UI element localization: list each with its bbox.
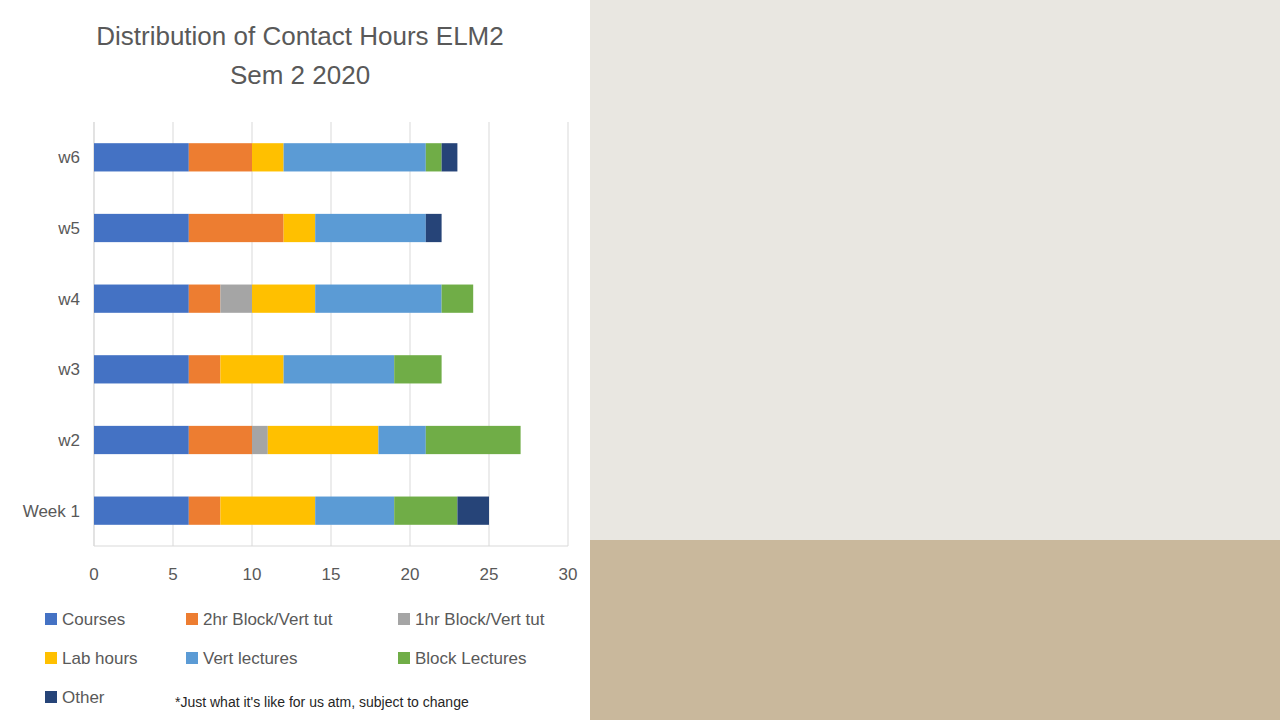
x-tick-label: 30 <box>559 565 578 584</box>
y-tick-label: w6 <box>57 148 80 167</box>
legend-label: Lab hours <box>62 649 138 668</box>
bar-segment <box>457 497 489 525</box>
bar-segment <box>441 355 442 383</box>
bars <box>94 143 521 525</box>
bar-segment <box>252 143 284 171</box>
bar-segment <box>189 355 221 383</box>
bar-segment <box>252 285 315 313</box>
video-background <box>590 0 1280 720</box>
bar-segment <box>315 214 426 242</box>
grid-line <box>331 122 332 546</box>
chart-title: Distribution of Contact Hours ELM2 <box>96 21 504 51</box>
legend-swatch <box>45 613 57 625</box>
bar-segment <box>220 355 283 383</box>
grid-line <box>173 122 174 546</box>
canvas: Distribution of Contact Hours ELM2 Sem 2 … <box>0 0 1280 720</box>
legend-swatch <box>186 652 198 664</box>
legend: Courses 2hr Block/Vert tut 1hr Block/Vert … <box>45 610 545 707</box>
bar-segment <box>220 497 315 525</box>
legend-swatch <box>45 691 57 703</box>
bar-segment <box>284 214 316 242</box>
bar-segment <box>284 143 426 171</box>
legend-swatch <box>186 613 198 625</box>
x-tick-label: 25 <box>480 565 499 584</box>
y-axis-line <box>94 122 95 546</box>
bar-segment <box>378 426 425 454</box>
bar-segment <box>189 285 221 313</box>
bar-segment <box>473 285 474 313</box>
chart-subtitle: Sem 2 2020 <box>230 60 370 90</box>
bar-segment <box>442 285 474 313</box>
annotation: *Just what it's like for us atm, subject… <box>175 694 469 710</box>
x-axis-line <box>94 546 568 547</box>
y-tick-label: w3 <box>57 360 80 379</box>
legend-label: Other <box>62 688 105 707</box>
grid-line <box>94 122 95 546</box>
bar-segment <box>189 143 252 171</box>
bar-segment <box>442 143 458 171</box>
grid <box>94 122 568 546</box>
legend-label: Vert lectures <box>203 649 298 668</box>
legend-label: 1hr Block/Vert tut <box>415 610 545 629</box>
video-floor <box>590 540 1280 720</box>
bar-segment <box>94 426 189 454</box>
x-tick-label: 10 <box>243 565 262 584</box>
y-tick-label: w2 <box>57 431 80 450</box>
bar-segment <box>520 426 521 454</box>
grid-line <box>489 122 490 546</box>
y-tick-label: w4 <box>57 290 80 309</box>
bar-segment <box>94 497 189 525</box>
bar-segment <box>315 497 394 525</box>
bar-segment <box>252 426 268 454</box>
x-tick-label: 0 <box>89 565 98 584</box>
legend-label: Block Lectures <box>415 649 527 668</box>
bar-segment <box>394 355 441 383</box>
legend-swatch <box>398 613 410 625</box>
bar-segment <box>189 214 284 242</box>
chart-panel <box>0 0 590 720</box>
bar-segment <box>94 355 189 383</box>
bar-segment <box>220 285 252 313</box>
grid-line <box>252 122 253 546</box>
bar-segment <box>426 214 442 242</box>
x-tick-label: 15 <box>322 565 341 584</box>
grid-line <box>410 122 411 546</box>
bar-segment <box>94 285 189 313</box>
bar-segment <box>94 214 189 242</box>
bar-segment <box>394 497 457 525</box>
bar-segment <box>315 285 441 313</box>
legend-label: 2hr Block/Vert tut <box>203 610 333 629</box>
bar-segment <box>426 143 442 171</box>
x-tick-label: 5 <box>168 565 177 584</box>
bar-segment <box>189 497 221 525</box>
y-tick-label: Week 1 <box>23 502 80 521</box>
grid-line <box>568 122 569 546</box>
legend-swatch <box>45 652 57 664</box>
x-tick-label: 20 <box>401 565 420 584</box>
bar-segment <box>268 426 379 454</box>
bar-segment <box>94 143 189 171</box>
legend-swatch <box>398 652 410 664</box>
bar-segment <box>426 426 521 454</box>
bar-segment <box>284 355 395 383</box>
y-tick-label: w5 <box>57 219 80 238</box>
legend-label: Courses <box>62 610 125 629</box>
bar-segment <box>189 426 252 454</box>
